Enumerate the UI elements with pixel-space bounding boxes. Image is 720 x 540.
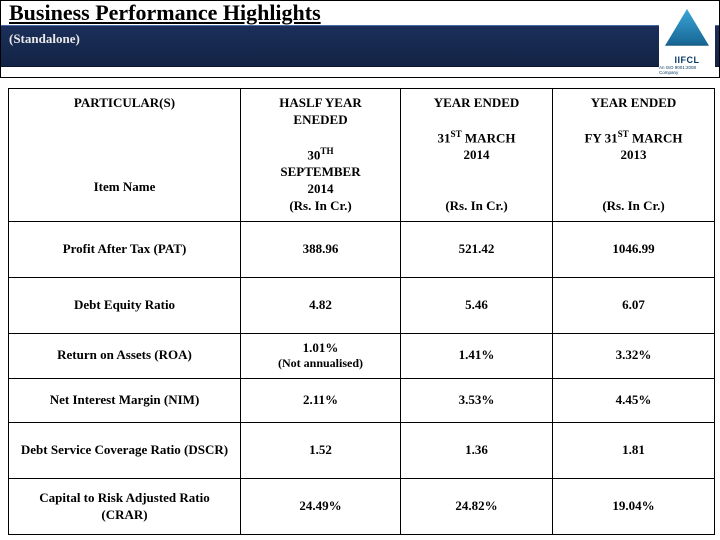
page-title: Business Performance Highlights [9,0,321,26]
logo-text: IIFCL [675,55,700,65]
table-row: Capital to Risk Adjusted Ratio (CRAR) 24… [9,479,715,535]
company-logo: IIFCL An ISO 9001:2008 Company [659,3,715,75]
header-bar: Business Performance Highlights (Standal… [0,0,720,78]
h4-l4: (Rs. In Cr.) [602,198,664,213]
row-c2: 388.96 [241,221,401,277]
h3-l2a: 31 [438,130,451,145]
row-c3: 3.53% [401,379,553,423]
performance-table: PARTICULAR(S) Item Name HASLF YEAR ENEDE… [8,88,715,535]
h2-l2: ENEDED [293,112,347,127]
row-name: Net Interest Margin (NIM) [9,379,241,423]
title-strip [1,25,719,67]
col-header-year-2013: YEAR ENDED FY 31ST MARCH 2013 (Rs. In Cr… [553,89,715,222]
h3-l1: YEAR ENDED [434,95,520,110]
row-c3: 5.46 [401,277,553,333]
table-row: Debt Service Coverage Ratio (DSCR) 1.52 … [9,423,715,479]
h4-l1: YEAR ENDED [591,95,677,110]
row-name: Capital to Risk Adjusted Ratio (CRAR) [9,479,241,535]
row-c2-note: (Not annualised) [247,356,394,372]
row-c3: 1.36 [401,423,553,479]
h4-l2b: MARCH [629,130,683,145]
col-header-half-year: HASLF YEAR ENEDED 30TH SEPTEMBER 2014 (R… [241,89,401,222]
row-c2: 2.11% [241,379,401,423]
h3-l2b: MARCH [462,130,516,145]
row-c3: 24.82% [401,479,553,535]
h3-l4: (Rs. In Cr.) [445,198,507,213]
row-c4: 6.07 [553,277,715,333]
col-header-year-2014: YEAR ENDED 31ST MARCH 2014 (Rs. In Cr.) [401,89,553,222]
h2-l6: (Rs. In Cr.) [289,198,351,213]
row-c3: 521.42 [401,221,553,277]
table-row: Net Interest Margin (NIM) 2.11% 3.53% 4.… [9,379,715,423]
row-c2-val: 1.01% [303,340,339,355]
row-name: Return on Assets (ROA) [9,333,241,378]
h2-l5: 2014 [308,181,334,196]
h3-l2sup: ST [451,129,462,139]
row-name: Profit After Tax (PAT) [9,221,241,277]
logo-subtext: An ISO 9001:2008 Company [659,65,715,75]
row-name: Debt Service Coverage Ratio (DSCR) [9,423,241,479]
h3-l3: 2014 [464,147,490,162]
row-c4: 3.32% [553,333,715,378]
row-c4: 19.04% [553,479,715,535]
header-particulars-top: PARTICULAR(S) [74,95,175,110]
h2-l3sup: TH [320,146,333,156]
col-header-particulars: PARTICULAR(S) Item Name [9,89,241,222]
table-row: Debt Equity Ratio 4.82 5.46 6.07 [9,277,715,333]
header-particulars-bottom: Item Name [94,179,156,194]
row-c3: 1.41% [401,333,553,378]
row-c4: 4.45% [553,379,715,423]
h4-l2a: FY 31 [584,130,617,145]
h4-l2sup: ST [618,129,629,139]
row-c2: 1.52 [241,423,401,479]
h2-l4: SEPTEMBER [280,164,360,179]
row-c2: 24.49% [241,479,401,535]
table-row: Return on Assets (ROA) 1.01% (Not annual… [9,333,715,378]
row-c4: 1046.99 [553,221,715,277]
h4-l3: 2013 [621,147,647,162]
row-c4: 1.81 [553,423,715,479]
row-c2: 1.01% (Not annualised) [241,333,401,378]
h2-l3a: 30 [307,147,320,162]
page-subtitle: (Standalone) [9,31,80,47]
logo-triangle-icon [665,9,709,55]
h2-l1: HASLF YEAR [279,95,361,110]
table-row: Profit After Tax (PAT) 388.96 521.42 104… [9,221,715,277]
row-c2: 4.82 [241,277,401,333]
row-name: Debt Equity Ratio [9,277,241,333]
table-container: PARTICULAR(S) Item Name HASLF YEAR ENEDE… [0,78,720,535]
